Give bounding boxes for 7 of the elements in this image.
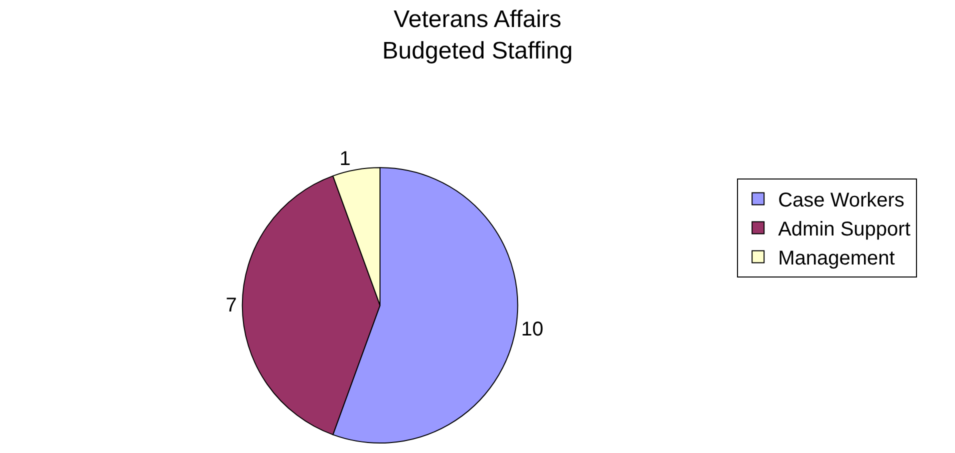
- legend-label: Management: [778, 248, 896, 270]
- data-label: 10: [521, 318, 544, 341]
- data-label: 1: [339, 148, 351, 170]
- legend-label: Case Workers: [778, 190, 904, 212]
- data-label: 7: [226, 294, 237, 316]
- legend-label: Admin Support: [778, 218, 911, 241]
- chart-title: Veterans Affairs Budgeted Staffing: [382, 6, 573, 64]
